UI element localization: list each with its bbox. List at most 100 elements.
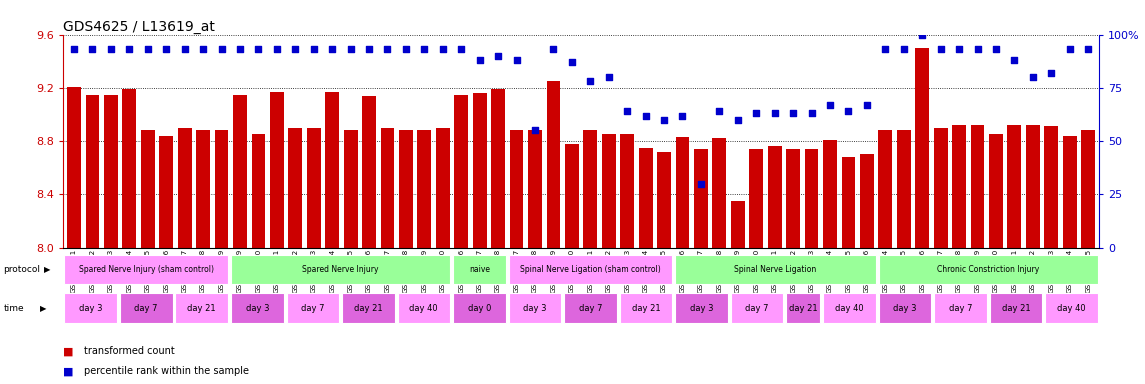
Point (360, 46, 378, 53)
Bar (491, 89, 505, 248)
Bar (342, 293, 395, 323)
Bar (418, 131, 432, 248)
Bar (676, 255, 876, 285)
Bar (1008, 125, 1021, 248)
Bar (731, 293, 783, 323)
Point (471, 57, 489, 63)
Point (673, 113, 692, 119)
Point (858, 102, 876, 108)
Bar (749, 149, 764, 248)
Bar (564, 293, 617, 323)
Bar (768, 146, 782, 248)
Bar (676, 137, 689, 248)
Bar (68, 86, 81, 248)
Point (323, 46, 341, 53)
Bar (1026, 125, 1040, 248)
Point (618, 108, 637, 114)
Bar (289, 128, 302, 248)
Bar (878, 255, 1098, 285)
Bar (123, 89, 136, 248)
Point (268, 46, 286, 53)
Text: naive: naive (468, 265, 490, 274)
Point (139, 46, 157, 53)
Bar (455, 94, 468, 248)
Bar (175, 293, 228, 323)
Text: day 7: day 7 (578, 304, 602, 313)
Point (600, 74, 618, 80)
Bar (712, 139, 726, 248)
Text: day 0: day 0 (467, 304, 491, 313)
Text: day 3: day 3 (245, 304, 269, 313)
Point (231, 46, 250, 53)
Text: time: time (3, 304, 24, 313)
Bar (380, 128, 394, 248)
Text: Spinal Nerve Ligation: Spinal Nerve Ligation (734, 265, 816, 274)
Point (397, 46, 416, 53)
Text: day 40: day 40 (1057, 304, 1085, 313)
Point (526, 127, 544, 134)
Bar (141, 131, 155, 248)
Bar (564, 144, 578, 248)
Point (84, 46, 102, 53)
Point (452, 46, 471, 53)
Text: day 40: day 40 (835, 304, 863, 313)
Point (950, 46, 969, 53)
Text: day 7: day 7 (745, 304, 768, 313)
Point (692, 181, 710, 187)
Point (582, 78, 600, 84)
Bar (231, 293, 284, 323)
Point (286, 46, 305, 53)
Bar (878, 131, 892, 248)
Bar (453, 293, 506, 323)
Bar (398, 131, 413, 248)
Bar (971, 125, 985, 248)
Text: day 3: day 3 (79, 304, 103, 313)
Bar (120, 293, 173, 323)
Bar (177, 128, 191, 248)
Text: day 7: day 7 (301, 304, 324, 313)
Text: ▶: ▶ (40, 304, 47, 313)
Point (489, 53, 507, 59)
Point (913, 31, 931, 38)
Point (876, 46, 894, 53)
Bar (823, 293, 876, 323)
Point (212, 46, 230, 53)
Bar (397, 293, 450, 323)
Point (544, 46, 562, 53)
Point (839, 108, 858, 114)
Bar (787, 149, 800, 248)
Point (65, 46, 84, 53)
Text: day 40: day 40 (410, 304, 439, 313)
Bar (436, 128, 450, 248)
Bar (362, 96, 376, 248)
Bar (234, 94, 247, 248)
Bar (897, 131, 910, 248)
Point (932, 46, 950, 53)
Point (1042, 70, 1060, 76)
Text: protocol: protocol (3, 265, 40, 274)
Point (378, 46, 396, 53)
Point (987, 46, 1005, 53)
Bar (860, 154, 874, 248)
Bar (676, 293, 727, 323)
Text: day 3: day 3 (893, 304, 917, 313)
Bar (934, 293, 987, 323)
Text: day 3: day 3 (689, 304, 713, 313)
Text: percentile rank within the sample: percentile rank within the sample (84, 366, 248, 376)
Point (562, 59, 581, 65)
Bar (214, 131, 229, 248)
Bar (584, 131, 598, 248)
Bar (1081, 131, 1095, 248)
Bar (602, 134, 616, 248)
Text: day 21: day 21 (354, 304, 382, 313)
Text: day 21: day 21 (632, 304, 661, 313)
Text: GDS4625 / L13619_at: GDS4625 / L13619_at (63, 20, 215, 33)
Bar (878, 293, 931, 323)
Bar (842, 157, 855, 248)
Text: ■: ■ (63, 346, 73, 356)
Bar (1063, 136, 1076, 248)
Point (803, 110, 821, 116)
Text: day 21: day 21 (188, 304, 216, 313)
Bar (694, 149, 708, 248)
Point (728, 117, 747, 123)
